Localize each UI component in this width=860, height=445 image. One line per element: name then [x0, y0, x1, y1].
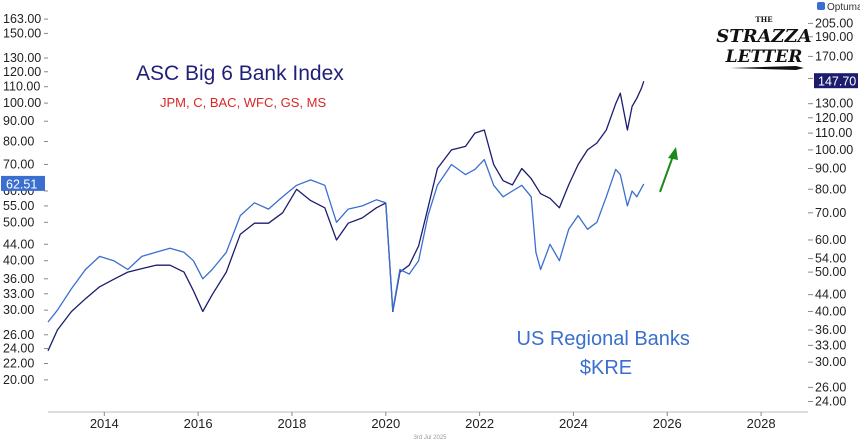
trend-arrow — [659, 147, 678, 193]
strazza-logo-text: STRAZZA — [716, 26, 812, 47]
left-y-tick-label: 24.00 — [3, 342, 34, 356]
footer-date: 3rd Jul 2025 — [413, 435, 447, 441]
x-tick-label: 2026 — [653, 416, 682, 431]
right-y-tick-label: 30.00 — [815, 355, 846, 369]
strazza-logo-text: THE — [755, 15, 772, 24]
right-y-tick-label: 190.00 — [815, 30, 853, 44]
x-tick-label: 2022 — [465, 416, 494, 431]
kre-annotation-line-1: US Regional Banks — [517, 328, 690, 350]
series-line-kre — [47, 158, 645, 323]
right-y-tick-label: 26.00 — [815, 380, 846, 394]
right-last-value-box — [814, 73, 858, 89]
kre-annotation: US Regional Banks $KRE — [517, 328, 696, 379]
left-y-tick-label: 26.00 — [3, 328, 34, 342]
right-last-value-text: 147.70 — [818, 75, 856, 89]
right-y-tick-label: 130.00 — [815, 97, 853, 111]
right-y-tick-label: 205.00 — [815, 16, 853, 30]
left-y-tick-label: 130.00 — [3, 51, 41, 65]
right-y-tick-label: 170.00 — [815, 49, 853, 63]
left-y-tick-label: 40.00 — [3, 254, 34, 268]
right-y-tick-label: 120.00 — [815, 111, 853, 125]
x-tick-label: 2020 — [371, 416, 400, 431]
left-y-tick-label: 22.00 — [3, 356, 34, 370]
left-y-tick-label: 150.00 — [3, 26, 41, 40]
left-y-tick-label: 110.00 — [3, 80, 40, 94]
left-last-value-box — [1, 175, 45, 191]
right-y-tick-label: 54.00 — [815, 252, 846, 266]
right-y-tick-label: 40.00 — [815, 304, 846, 318]
left-y-tick-label: 33.00 — [3, 287, 34, 301]
right-y-tick-label: 44.00 — [815, 288, 846, 302]
optuma-brand: Optuma — [817, 2, 860, 13]
right-y-tick-label: 33.00 — [815, 338, 846, 352]
right-y-tick-label: 80.00 — [815, 182, 846, 196]
x-tick-label: 2016 — [184, 416, 213, 431]
right-y-tick-label: 90.00 — [815, 162, 846, 176]
left-y-tick-label: 55.00 — [3, 199, 34, 213]
x-axis: 2014 2016 2018 2020 2022 2024 2026 2028 — [48, 411, 808, 431]
strazza-logo: THE STRAZZA LETTER — [716, 15, 812, 70]
right-y-tick-label: 24.00 — [815, 394, 846, 408]
kre-annotation-line-2: $KRE — [580, 357, 632, 379]
left-y-tick-label: 20.00 — [3, 373, 34, 387]
left-y-tick-label: 50.00 — [3, 215, 34, 229]
right-y-tick-label: 36.00 — [815, 323, 846, 337]
left-y-tick-label: 163.00 — [3, 12, 41, 26]
x-tick-label: 2014 — [90, 416, 119, 431]
right-y-tick-label: 60.00 — [815, 233, 846, 247]
optuma-logo-icon — [817, 2, 825, 10]
x-tick-label: 2018 — [277, 416, 306, 431]
left-y-tick-label: 120.00 — [3, 65, 41, 79]
chart-title: ASC Big 6 Bank Index — [136, 62, 344, 85]
series-layer — [47, 80, 645, 352]
right-y-tick-label: 110.00 — [815, 126, 852, 140]
left-y-tick-label: 70.00 — [3, 157, 34, 171]
pen-icon — [730, 66, 804, 70]
left-y-tick-label: 44.00 — [3, 237, 34, 251]
right-last-value-badge: 147.70 — [814, 73, 858, 89]
trend-arrow-shaft — [659, 155, 674, 193]
x-tick-label: 2028 — [747, 416, 776, 431]
left-y-tick-label: 80.00 — [3, 134, 34, 148]
right-y-tick-label: 100.00 — [815, 143, 853, 157]
strazza-logo-text: LETTER — [725, 47, 803, 67]
left-y-tick-label: 90.00 — [3, 114, 34, 128]
x-tick-label: 2024 — [559, 416, 588, 431]
optuma-brand-text: Optuma — [827, 2, 860, 13]
right-y-tick-label: 50.00 — [815, 265, 846, 279]
left-last-value-badge: 62.51 — [1, 175, 45, 191]
left-y-tick-label: 30.00 — [3, 303, 34, 317]
left-y-tick-label: 36.00 — [3, 272, 34, 286]
right-y-tick-label: 70.00 — [815, 206, 846, 220]
chart-subtitle: JPM, C, BAC, WFC, GS, MS — [160, 95, 326, 110]
left-last-value-text: 62.51 — [6, 177, 37, 191]
trend-arrow-head — [668, 147, 678, 160]
left-y-tick-label: 100.00 — [3, 96, 41, 110]
